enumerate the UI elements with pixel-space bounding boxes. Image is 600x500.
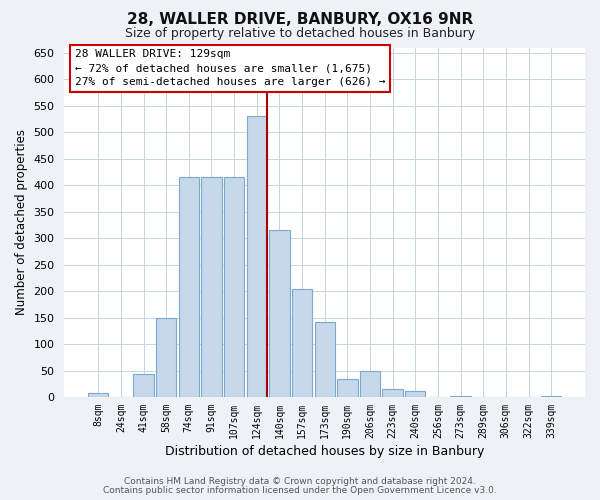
Text: 28 WALLER DRIVE: 129sqm
← 72% of detached houses are smaller (1,675)
27% of semi: 28 WALLER DRIVE: 129sqm ← 72% of detache… <box>75 49 385 87</box>
Bar <box>88 393 109 398</box>
Bar <box>269 230 290 398</box>
Bar <box>314 322 335 398</box>
Y-axis label: Number of detached properties: Number of detached properties <box>15 130 28 316</box>
Text: Contains HM Land Registry data © Crown copyright and database right 2024.: Contains HM Land Registry data © Crown c… <box>124 477 476 486</box>
X-axis label: Distribution of detached houses by size in Banbury: Distribution of detached houses by size … <box>165 444 484 458</box>
Text: 28, WALLER DRIVE, BANBURY, OX16 9NR: 28, WALLER DRIVE, BANBURY, OX16 9NR <box>127 12 473 28</box>
Bar <box>224 177 244 398</box>
Text: Contains public sector information licensed under the Open Government Licence v3: Contains public sector information licen… <box>103 486 497 495</box>
Bar <box>337 379 358 398</box>
Bar <box>156 318 176 398</box>
Bar <box>292 288 312 398</box>
Bar <box>382 389 403 398</box>
Bar <box>360 372 380 398</box>
Text: Size of property relative to detached houses in Banbury: Size of property relative to detached ho… <box>125 28 475 40</box>
Bar <box>541 396 562 398</box>
Bar <box>405 390 425 398</box>
Bar <box>201 177 221 398</box>
Bar <box>451 396 471 398</box>
Bar <box>179 177 199 398</box>
Bar <box>247 116 267 398</box>
Bar <box>133 374 154 398</box>
